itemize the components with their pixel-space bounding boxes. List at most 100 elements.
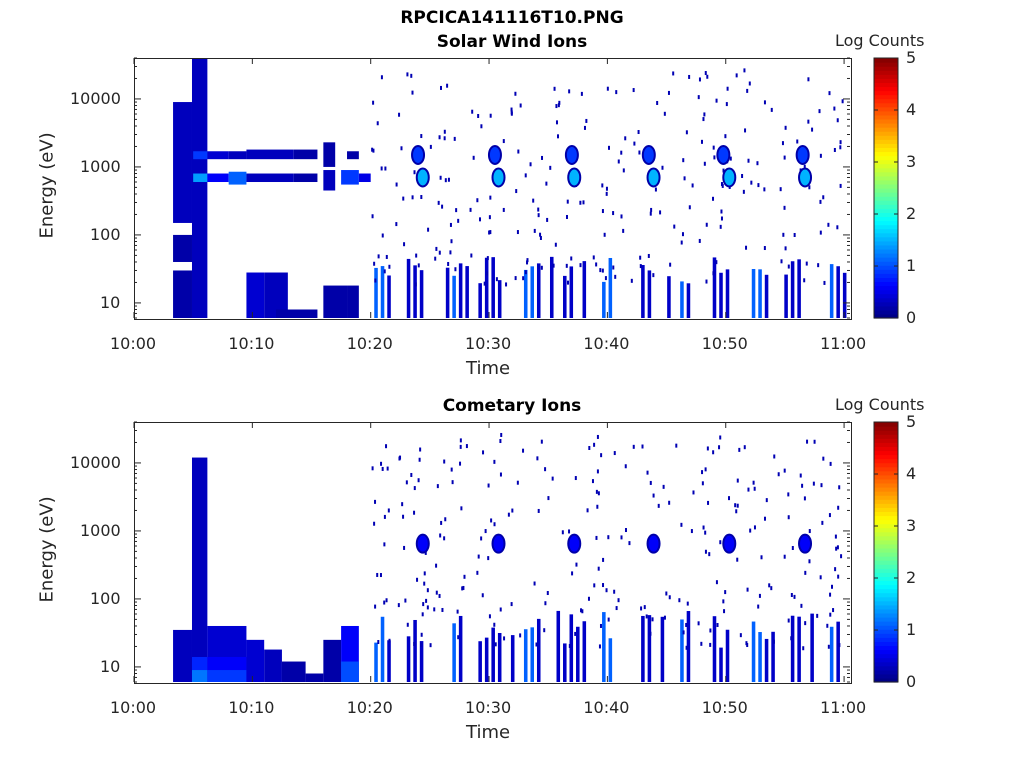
- heatmap-dot: [665, 591, 668, 596]
- heatmap-dot: [821, 520, 824, 525]
- heatmap-dot: [397, 603, 400, 608]
- x-tick-label: 10:00: [110, 334, 157, 353]
- colorbar-swatch: [874, 277, 898, 283]
- heatmap-dot: [708, 552, 711, 557]
- colorbar-swatch: [874, 232, 898, 238]
- heatmap-cell: [207, 173, 229, 183]
- heatmap-dot: [395, 182, 398, 187]
- figure-title: RPCICA141116T10.PNG: [400, 8, 624, 28]
- heatmap-dot: [580, 608, 583, 613]
- heatmap-cell: [173, 629, 192, 682]
- colorbar-swatch: [874, 236, 898, 242]
- heatmap-dot: [372, 100, 375, 105]
- heatmap-cell: [764, 274, 769, 318]
- colorbar-swatch: [874, 434, 898, 439]
- heatmap-dot: [429, 144, 432, 149]
- colorbar-tick-label: 1: [906, 620, 917, 639]
- heatmap-cell: [406, 636, 411, 682]
- heatmap-dot: [808, 529, 811, 534]
- heatmap-dot: [395, 222, 398, 227]
- heatmap-dot: [384, 166, 387, 171]
- colorbar-swatch: [874, 62, 898, 67]
- x-tick-label: 10:50: [701, 334, 748, 353]
- heatmap-dot: [388, 638, 391, 643]
- heatmap-cell: [491, 257, 495, 318]
- colorbar-swatch: [874, 507, 898, 512]
- colorbar-tick-label: 2: [906, 204, 917, 223]
- colorbar-swatch: [874, 617, 898, 622]
- colorbar-swatch: [874, 66, 898, 71]
- heatmap-dot: [682, 158, 685, 163]
- heatmap-dot: [745, 245, 748, 250]
- colorbar-swatch: [874, 600, 898, 606]
- heatmap-dot: [570, 256, 573, 261]
- heatmap-dot: [401, 502, 404, 507]
- heatmap-dot: [685, 130, 688, 135]
- colorbar-swatch: [874, 257, 898, 262]
- heatmap-dot: [499, 472, 502, 477]
- x-tick-label: 11:00: [820, 334, 867, 353]
- heatmap-dot: [416, 577, 419, 582]
- heatmap-dot: [773, 454, 776, 459]
- heatmap-dot: [450, 239, 453, 244]
- heatmap-dot: [738, 447, 741, 452]
- heatmap-dot: [499, 439, 502, 444]
- heatmap-dot: [374, 604, 377, 609]
- heatmap-dot: [453, 136, 456, 141]
- heatmap-dot: [705, 222, 708, 227]
- x-tick-label: 10:30: [465, 698, 512, 717]
- panel-title-cometary: Cometary Ions: [442, 396, 582, 416]
- colorbar-swatch: [874, 118, 898, 124]
- heatmap-cell: [341, 661, 359, 682]
- colorbar-swatch: [874, 212, 898, 218]
- heatmap-dot: [742, 189, 745, 194]
- x-tick-label: 10:00: [110, 698, 157, 717]
- heatmap-dot: [510, 602, 513, 607]
- heatmap-dot: [787, 618, 790, 623]
- heatmap-dot: [839, 183, 842, 188]
- heatmap-dot: [493, 522, 496, 527]
- colorbar-swatch: [874, 572, 898, 577]
- heatmap-dot: [411, 90, 414, 95]
- heatmap-dot: [833, 147, 836, 152]
- heatmap-dot: [488, 215, 491, 220]
- colorbar-swatch: [874, 487, 898, 492]
- colorbar-swatch: [874, 269, 898, 274]
- heatmap-dot: [645, 614, 648, 619]
- xlabel-solar: Time: [466, 358, 511, 379]
- heatmap-dot: [822, 195, 825, 200]
- colorbar-swatch: [874, 665, 898, 671]
- heatmap-cell: [497, 632, 502, 682]
- heatmap-dot: [640, 606, 643, 611]
- heatmap-cell: [569, 266, 574, 318]
- heatmap-cell: [276, 309, 318, 318]
- colorbar-swatch: [874, 535, 898, 541]
- heatmap-dot: [411, 195, 414, 200]
- heatmap-cell: [228, 171, 247, 185]
- heatmap-dot: [813, 439, 816, 444]
- heatmap-dot: [462, 585, 465, 590]
- heatmap-dot: [596, 434, 599, 439]
- heatmap-cell: [510, 635, 515, 682]
- heatmap-dot: [807, 119, 810, 124]
- heatmap-dot: [479, 217, 482, 222]
- heatmap-dot: [516, 230, 519, 235]
- heatmap-dot: [596, 469, 599, 474]
- heatmap-dot: [838, 643, 841, 648]
- heatmap-dot: [417, 478, 420, 483]
- colorbar-title-solar: Log Counts: [835, 31, 925, 50]
- heatmap-dot: [385, 598, 388, 603]
- heatmap-dot: [753, 486, 756, 491]
- heatmap-cell: [191, 457, 208, 682]
- heatmap-dot: [436, 484, 439, 489]
- heatmap-dot: [423, 571, 426, 576]
- heatmap-cell: [193, 151, 208, 160]
- heatmap-dot: [643, 605, 646, 610]
- heatmap-dot: [791, 546, 794, 551]
- y-tick-label: 10: [100, 292, 121, 312]
- heatmap-dot: [403, 242, 406, 247]
- heatmap-dot: [381, 466, 384, 471]
- colorbar-swatch: [874, 669, 898, 675]
- heatmap-dot: [704, 71, 707, 76]
- heatmap-dot: [387, 508, 390, 513]
